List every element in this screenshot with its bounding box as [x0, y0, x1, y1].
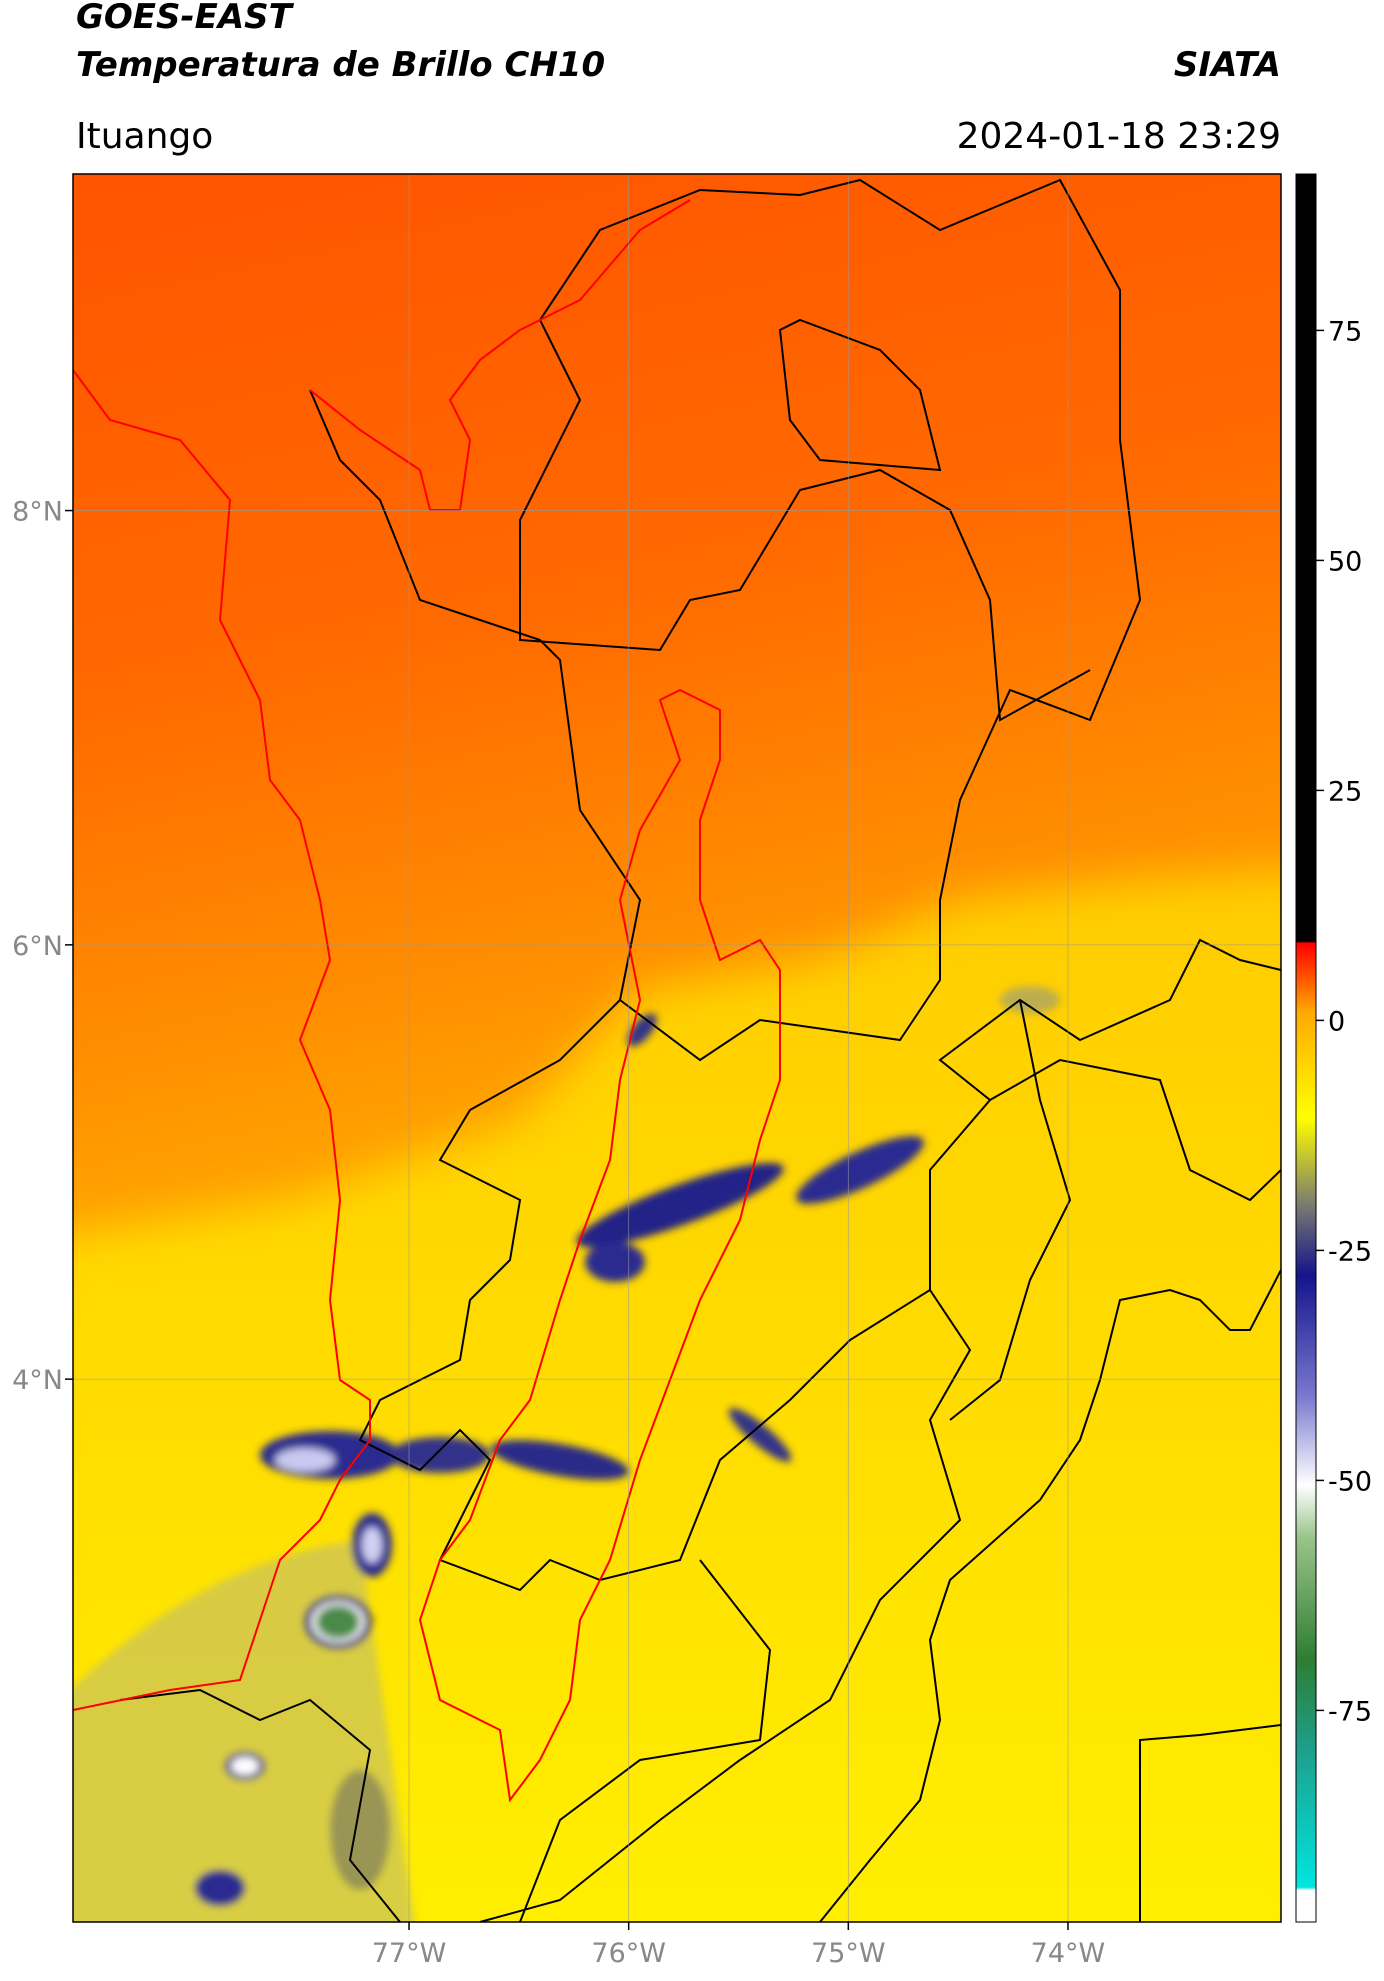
lat-label: 4°N	[12, 1365, 63, 1396]
colorbar-label: -75	[1328, 1696, 1372, 1727]
colorbar-label: 50	[1328, 546, 1362, 577]
boundaries	[119, 178, 1281, 1922]
map-frame	[72, 173, 1282, 1923]
colorbar-label: 0	[1328, 1006, 1345, 1037]
map-image	[73, 174, 1281, 1922]
lat-label: 8°N	[12, 497, 63, 528]
region: Ituango	[76, 116, 213, 157]
coastline	[73, 199, 781, 1803]
colorbar-label: -25	[1328, 1236, 1372, 1267]
graticule	[73, 174, 1281, 1922]
lon-label: 77°W	[372, 1938, 447, 1969]
colorbar	[1295, 173, 1317, 1923]
colorbar-label: 75	[1328, 316, 1362, 347]
agency: SIATA	[1174, 45, 1281, 85]
lon-label: 75°W	[811, 1938, 886, 1969]
colorbar-label: -50	[1328, 1466, 1372, 1497]
title-product: Temperatura de Brillo CH10	[76, 45, 605, 85]
lon-label: 74°W	[1031, 1938, 1106, 1969]
lon-label: 76°W	[591, 1938, 666, 1969]
title-satellite: GOES-EAST	[76, 0, 295, 37]
colorbar-label: 25	[1328, 776, 1362, 807]
lat-label: 6°N	[12, 931, 63, 962]
timestamp: 2024-01-18 23:29	[957, 116, 1281, 157]
